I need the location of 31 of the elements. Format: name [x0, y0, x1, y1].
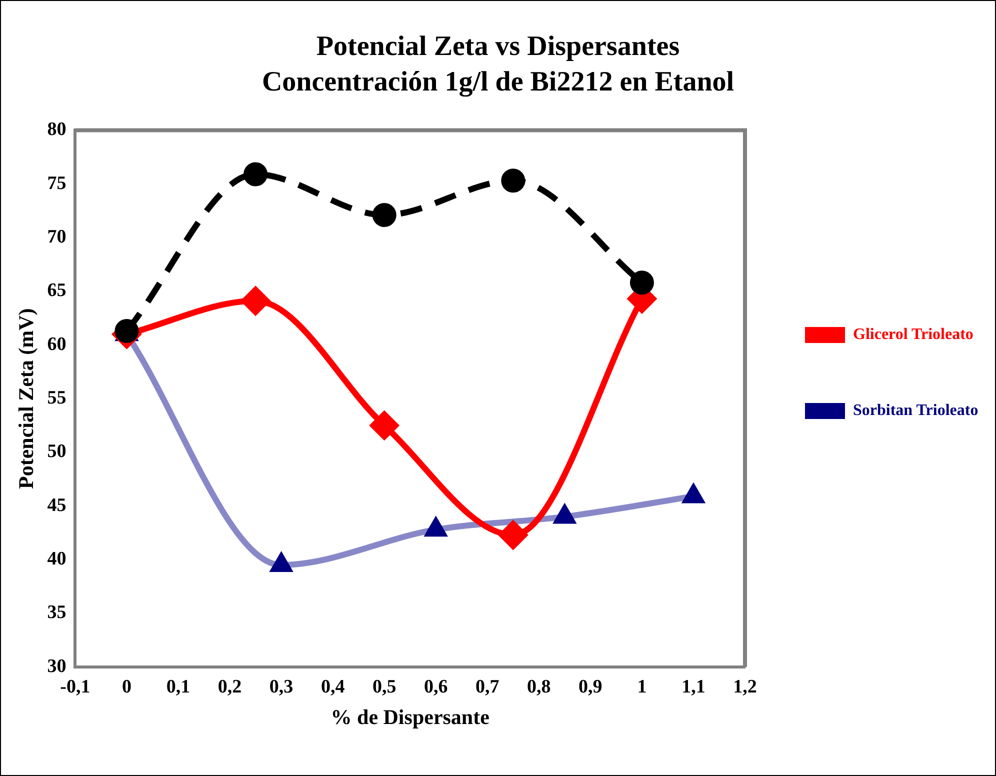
x-tick-label: 0,9: [578, 676, 602, 698]
x-tick-label: 0,1: [166, 676, 190, 698]
y-tick-label: 50: [47, 441, 66, 462]
x-tick-label: 0,4: [320, 676, 346, 698]
y-tick-label: 80: [47, 119, 66, 140]
x-tick-label: 0,6: [424, 676, 448, 698]
chart-title: Potencial Zeta vs Dispersantes: [316, 31, 680, 62]
x-tick-label: 0,2: [218, 676, 242, 698]
y-tick-label: 40: [47, 548, 66, 570]
y-tick-label: 75: [47, 172, 66, 194]
y-tick-label: 35: [47, 602, 66, 624]
y-axis-title: Potencial Zeta (mV): [14, 308, 38, 489]
legend-label: Glicerol Trioleato: [853, 326, 974, 344]
y-tick-label: 65: [47, 280, 66, 302]
x-tick-label: 0,3: [269, 676, 294, 698]
x-tick-label: 0: [122, 676, 132, 698]
x-tick-label: -0,1: [60, 676, 90, 698]
legend-label: Sorbitan Trioleato: [853, 402, 978, 420]
x-tick-label: 1: [637, 676, 647, 698]
y-tick-label: 60: [47, 334, 66, 355]
x-tick-label: 1,2: [733, 676, 757, 698]
x-axis-title: % de Dispersante: [330, 704, 490, 729]
x-tick-label: 0,5: [372, 676, 396, 698]
x-tick-label: 0,7: [476, 676, 500, 698]
chart-subtitle: Concentración 1g/l de Bi2212 en Etanol: [262, 66, 734, 98]
x-tick-label: 0,8: [527, 676, 551, 698]
y-tick-label: 55: [47, 388, 66, 409]
y-tick-label: 70: [47, 226, 66, 248]
y-tick-label: 45: [47, 494, 66, 516]
x-tick-label: 1,1: [682, 676, 706, 698]
y-tick-label: 30: [47, 656, 66, 677]
